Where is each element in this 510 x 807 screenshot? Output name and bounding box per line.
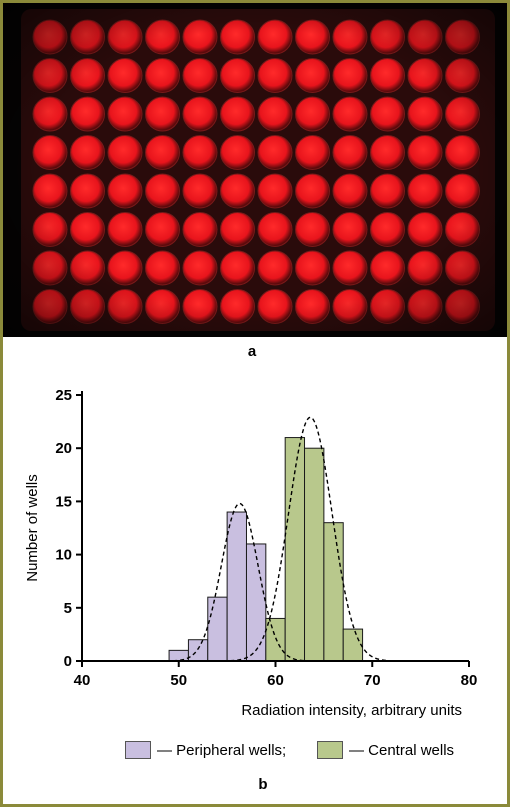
- figure-frame: a 0 5 10 15 20 25 40 50 60 70 80 Radiation intensit…: [3, 3, 507, 804]
- x-tick-label: 80: [461, 672, 478, 689]
- histogram-bar: [323, 522, 344, 662]
- x-tick-label: 60: [267, 672, 284, 689]
- y-tick-label: 5: [64, 600, 72, 617]
- histogram-bar: [265, 617, 286, 662]
- x-tick-label: 50: [170, 672, 187, 689]
- y-tick-label: 25: [55, 387, 72, 404]
- well-plate-photo: [3, 3, 507, 337]
- legend-item-peripheral: — Peripheral wells;: [125, 741, 286, 759]
- legend: — Peripheral wells; — Central wells: [3, 741, 507, 765]
- y-tick-label: 20: [55, 440, 72, 457]
- y-tick-label: 10: [55, 547, 72, 564]
- histogram-chart: 0 5 10 15 20 25 40 50 60 70 80 Radiation intensity,…: [24, 387, 478, 719]
- x-tick-label: 70: [364, 672, 381, 689]
- histogram-bar: [207, 596, 228, 662]
- y-tick-label: 15: [55, 493, 72, 510]
- histogram-bar: [245, 543, 267, 662]
- series-peripheral-bars: [168, 511, 267, 662]
- x-tick-label: 40: [74, 672, 91, 689]
- histogram-bar: [226, 511, 247, 662]
- x-axis-label: Radiation intensity, arbitrary units: [241, 702, 462, 719]
- y-tick-label: 0: [64, 653, 72, 670]
- plate-vignette: [3, 3, 507, 337]
- fit-curve-central: [223, 416, 398, 662]
- histogram-bar: [187, 639, 209, 662]
- legend-item-central: — Central wells: [317, 741, 454, 759]
- panel-a-label: a: [247, 343, 257, 360]
- legend-swatch-central: [317, 741, 343, 759]
- y-axis-label: Number of wells: [24, 474, 41, 582]
- histogram-bar: [168, 649, 189, 662]
- histogram-bar: [304, 447, 325, 662]
- legend-label-central: — Central wells: [349, 741, 455, 759]
- well-plate-image: [3, 3, 507, 337]
- panel-b-label: b: [258, 776, 268, 793]
- histogram-bar: [342, 628, 364, 662]
- legend-swatch-peripheral: [125, 741, 151, 759]
- fit-curve-peripheral: [166, 502, 313, 662]
- legend-label-peripheral: — Peripheral wells;: [157, 741, 287, 759]
- series-central-bars: [265, 437, 364, 662]
